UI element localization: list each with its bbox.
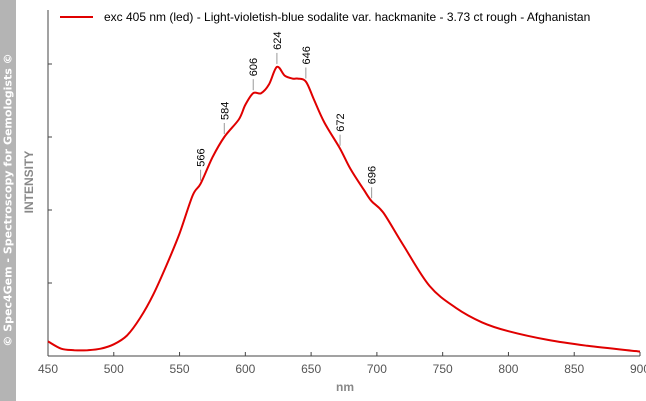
peak-annotations: 566 584 606 624 646 672 696: [196, 32, 379, 199]
x-tick-label: 700: [367, 362, 387, 376]
watermark-sidebar: © Spec4Gem - Spectroscopy for Gemologist…: [0, 0, 16, 401]
x-tick-label: 750: [433, 362, 453, 376]
x-tick-label: 450: [38, 362, 58, 376]
peak-label: 624: [272, 32, 284, 50]
peak-label: 566: [196, 148, 208, 166]
peak-label: 646: [301, 46, 313, 64]
series-line: [47, 65, 641, 353]
x-tick-label: 650: [301, 362, 321, 376]
x-tick-label: 800: [498, 362, 518, 376]
peak-label: 606: [248, 58, 260, 76]
axes: [47, 10, 640, 357]
x-tick-label: 600: [235, 362, 255, 376]
peak-label: 696: [367, 166, 379, 184]
x-tick-labels: 450 500 550 600 650 700 750 800 850 900: [38, 362, 646, 376]
x-tick-label: 550: [170, 362, 190, 376]
x-tick-label: 900: [630, 362, 646, 376]
peak-label: 672: [335, 113, 347, 131]
legend: exc 405 nm (led) - Light-violetish-blue …: [60, 10, 590, 24]
tick-marks: [47, 63, 641, 357]
x-tick-label: 850: [564, 362, 584, 376]
legend-label: exc 405 nm (led) - Light-violetish-blue …: [104, 10, 590, 24]
peak-label: 584: [219, 102, 231, 120]
series-group: [47, 65, 641, 353]
y-axis-title: INTENSITY: [22, 151, 36, 214]
x-tick-label: 500: [104, 362, 124, 376]
x-axis-title: nm: [336, 380, 354, 394]
